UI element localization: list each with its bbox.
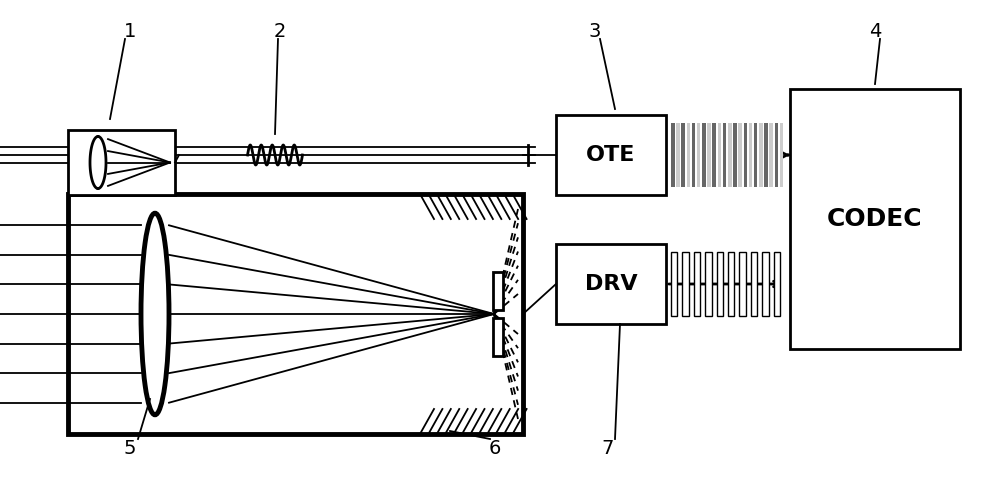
Bar	[676, 123, 680, 187]
Bar	[790, 89, 960, 349]
Bar	[775, 123, 778, 187]
Bar	[671, 252, 677, 316]
Bar	[780, 123, 783, 187]
Text: 2: 2	[274, 22, 286, 41]
Bar	[556, 115, 666, 195]
Text: 7: 7	[602, 440, 614, 458]
Text: 6: 6	[489, 440, 501, 458]
Text: CODEC: CODEC	[827, 207, 923, 231]
Bar	[754, 123, 757, 187]
Bar	[728, 252, 734, 316]
Bar	[728, 123, 732, 187]
Bar	[751, 252, 757, 316]
Text: 1: 1	[124, 22, 136, 41]
Text: DRV: DRV	[585, 274, 637, 294]
Bar	[671, 123, 675, 187]
Bar	[733, 123, 737, 187]
Bar	[68, 130, 175, 195]
Bar	[762, 252, 769, 316]
Bar	[682, 252, 689, 316]
Bar	[718, 123, 721, 187]
Bar	[68, 194, 523, 434]
Text: OTE: OTE	[586, 145, 636, 165]
Bar	[769, 123, 773, 187]
Bar	[687, 123, 690, 187]
Bar	[702, 123, 706, 187]
Bar	[692, 123, 695, 187]
Bar	[556, 244, 666, 324]
Bar	[744, 123, 747, 187]
Text: 4: 4	[869, 22, 881, 41]
Bar	[705, 252, 712, 316]
Bar	[707, 123, 711, 187]
Bar	[749, 123, 752, 187]
Text: 5: 5	[124, 440, 136, 458]
Bar	[764, 123, 768, 187]
Bar	[774, 252, 780, 316]
Bar	[723, 123, 726, 187]
Bar	[759, 123, 763, 187]
Bar	[739, 252, 746, 316]
Bar	[738, 123, 742, 187]
Text: 3: 3	[589, 22, 601, 41]
Ellipse shape	[141, 213, 169, 415]
Bar	[493, 272, 503, 310]
Bar	[712, 123, 716, 187]
Bar	[697, 123, 700, 187]
Bar	[717, 252, 723, 316]
Bar	[493, 318, 503, 356]
Bar	[694, 252, 700, 316]
Bar	[681, 123, 685, 187]
